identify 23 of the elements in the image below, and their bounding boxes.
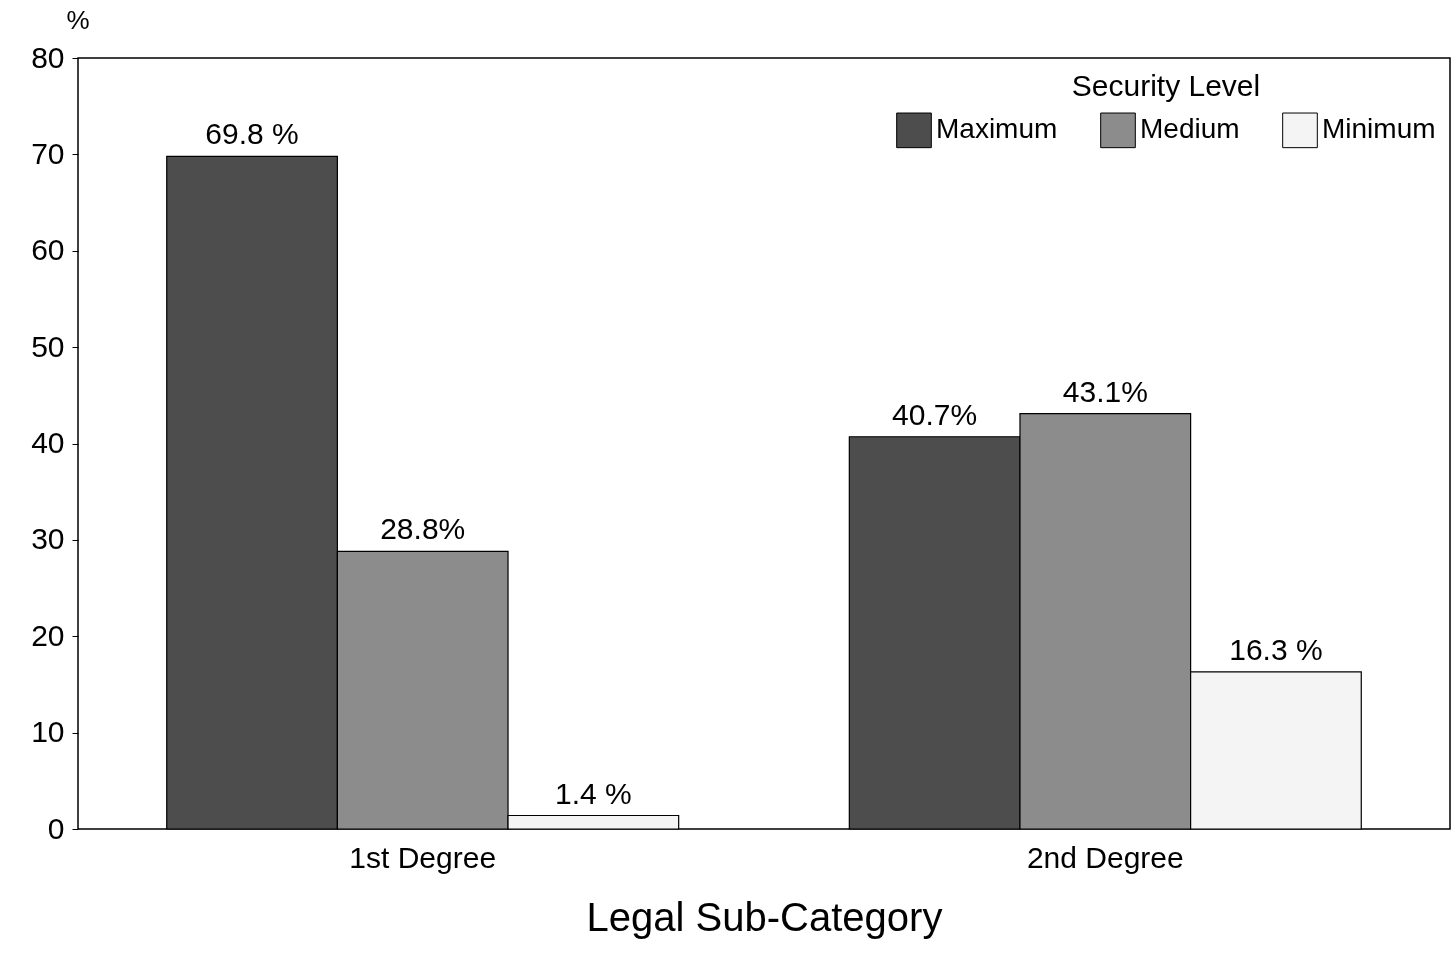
y-tick-label: 70 [31,136,65,170]
legend-title: Security Level [1071,69,1261,102]
legend-label: Maximum [936,113,1058,145]
x-tick-label: 2nd Degree [1026,840,1184,874]
y-tick-label: 20 [31,618,65,652]
x-axis-title: Legal Sub-Category [586,894,943,939]
data-label: 16.3 % [1229,632,1323,666]
data-label: 28.8% [380,512,466,546]
data-label: 1.4 % [554,776,632,810]
data-label: 69.8 % [205,117,299,151]
y-tick-label: 0 [47,811,65,845]
y-tick-label: 40 [31,426,65,459]
y-tick-label: 60 [31,233,65,267]
x-tick-label: 1st Degree [349,840,497,874]
y-tick-label: 10 [31,715,65,749]
y-axis-title: % [66,4,90,35]
legend-label: Medium [1140,113,1240,145]
legend-label: Minimum [1322,113,1436,145]
y-tick-label: 80 [31,40,65,74]
data-label: 43.1% [1062,374,1148,408]
data-label: 40.7% [892,397,978,431]
y-tick-label: 30 [31,522,65,556]
y-tick-label: 50 [31,329,65,363]
